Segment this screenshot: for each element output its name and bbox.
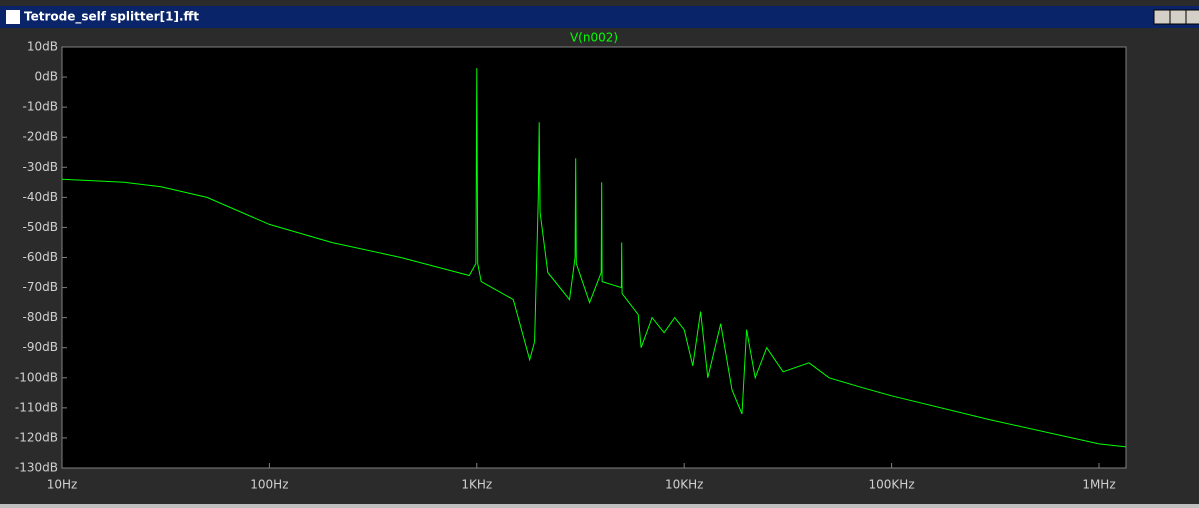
title-bar: [0, 6, 1199, 28]
y-tick-label: -110dB: [15, 400, 58, 414]
x-tick-label: 10Hz: [47, 478, 78, 492]
window-title: Tetrode_self splitter[1].fft: [24, 10, 199, 25]
y-tick-label: -10dB: [23, 100, 58, 114]
y-tick-label: 10dB: [27, 40, 58, 54]
legend-entry: V(n002): [570, 31, 618, 45]
x-tick-label: 100KHz: [869, 478, 915, 492]
y-tick-label: -20dB: [23, 130, 58, 144]
y-tick-label: -130dB: [15, 461, 58, 475]
x-tick-label: 1KHz: [461, 478, 492, 492]
y-tick-label: -70dB: [23, 280, 58, 294]
minimize-button[interactable]: [1153, 9, 1171, 25]
y-tick-label: -100dB: [15, 370, 58, 384]
close-button[interactable]: [1185, 9, 1199, 25]
y-tick-label: -120dB: [15, 430, 58, 444]
y-tick-label: 0dB: [35, 70, 58, 84]
series-line: [61, 68, 1127, 448]
x-tick-label: 100Hz: [250, 478, 288, 492]
y-tick-label: -30dB: [23, 160, 58, 174]
y-tick-label: -90dB: [23, 340, 58, 354]
x-tick-label: 10KHz: [665, 478, 703, 492]
y-tick-label: -80dB: [23, 310, 58, 324]
plot-area: [61, 46, 1127, 469]
y-tick-label: -50dB: [23, 220, 58, 234]
restore-button[interactable]: [1169, 9, 1187, 25]
x-tick-label: 1MHz: [1082, 478, 1115, 492]
y-tick-label: -60dB: [23, 250, 58, 264]
window-icon: [6, 10, 20, 24]
y-tick-label: -40dB: [23, 190, 58, 204]
